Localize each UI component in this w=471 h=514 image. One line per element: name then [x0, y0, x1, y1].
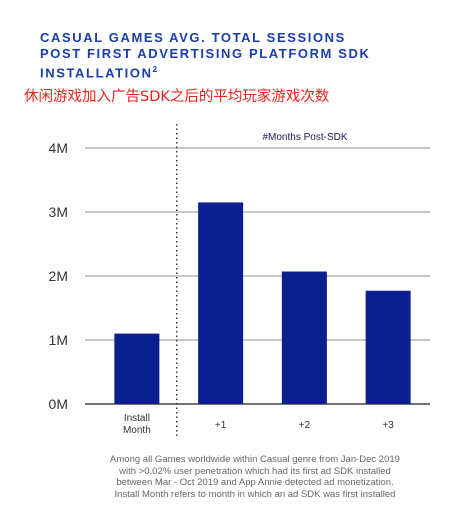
- bar: [198, 202, 244, 404]
- footnote-line-3: between Mar - Oct 2019 and App Annie det…: [116, 477, 394, 488]
- title-line-3-text: INSTALLATION: [40, 65, 153, 81]
- footnote-line-1: Among all Games worldwide within Casual …: [110, 454, 400, 465]
- x-tick-label: Install: [124, 413, 150, 424]
- y-tick-label: 0M: [49, 396, 68, 412]
- x-tick-label: +1: [215, 420, 227, 431]
- x-tick-label: +3: [382, 420, 394, 431]
- x-tick-label: Month: [123, 425, 151, 436]
- footnote-line-4: Install Month refers to month in which a…: [114, 488, 396, 500]
- y-tick-label: 3M: [49, 204, 68, 220]
- bar: [114, 333, 160, 404]
- bar: [281, 271, 327, 404]
- bars-layer: [114, 202, 411, 404]
- months-post-sdk-label: #Months Post-SDK: [262, 132, 347, 143]
- title-line-3: INSTALLATION2: [40, 62, 460, 81]
- footnote: Among all Games worldwide within Casual …: [70, 454, 440, 500]
- x-tick-label: +2: [299, 420, 311, 431]
- title-line-2: POST FIRST ADVERTISING PLATFORM SDK: [40, 46, 371, 61]
- title-line-1: CASUAL GAMES AVG. TOTAL SESSIONS: [40, 30, 346, 45]
- title-footnote-marker: 2: [152, 65, 158, 74]
- bar: [365, 290, 411, 404]
- y-tick-label: 2M: [49, 268, 68, 284]
- chart-title: CASUAL GAMES AVG. TOTAL SESSIONS POST FI…: [40, 30, 460, 81]
- chinese-subtitle: 休闲游戏加入广告SDK之后的平均玩家游戏次数: [24, 89, 330, 105]
- footnote-line-2: with >0.02% user penetration which had i…: [119, 465, 391, 477]
- y-tick-label: 1M: [49, 332, 68, 348]
- y-tick-label: 4M: [49, 140, 68, 156]
